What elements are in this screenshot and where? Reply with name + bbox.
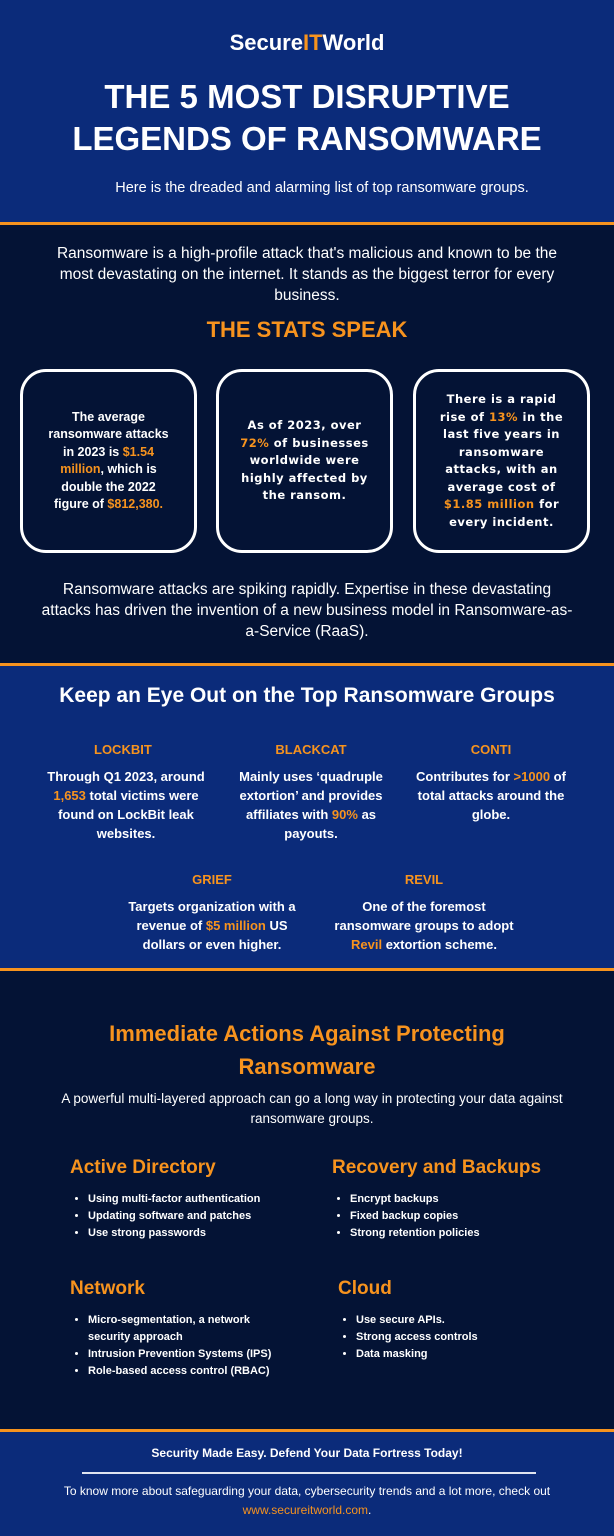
footer: Security Made Easy. Defend Your Data For… bbox=[0, 1432, 614, 1536]
rich-text: Targets organization with a revenue of $… bbox=[122, 897, 302, 954]
divider bbox=[0, 968, 614, 971]
rich-text: Through Q1 2023, around 1,653 total vict… bbox=[36, 767, 216, 843]
group-blackcat: BLACKCAT Mainly uses ‘quadruple extortion… bbox=[221, 742, 401, 843]
rich-text: The average ransomware attacks in 2023 i… bbox=[43, 409, 174, 514]
stat-card: As of 2023, over 72% of businesses world… bbox=[216, 369, 393, 553]
rich-text: Mainly uses ‘quadruple extortion’ and pr… bbox=[221, 767, 401, 843]
list-item: Role-based access control (RBAC) bbox=[88, 1363, 290, 1380]
bullet-list: Micro-segmentation, a network security a… bbox=[70, 1312, 290, 1380]
group-grief: GRIEF Targets organization with a revenue… bbox=[122, 872, 302, 954]
text-segment: Through Q1 2023, around bbox=[47, 769, 205, 784]
groups-heading: Keep an Eye Out on the Top Ransomware Gr… bbox=[59, 684, 555, 707]
text-segment: US dollars or even higher. bbox=[142, 918, 288, 952]
stat-card: The average ransomware attacks in 2023 i… bbox=[20, 369, 197, 553]
text-segment: Contributes for bbox=[416, 769, 514, 784]
block-title: Network bbox=[70, 1278, 145, 1299]
list-item: Use strong passwords bbox=[88, 1225, 310, 1242]
list-item: Encrypt backups bbox=[350, 1191, 572, 1208]
page-title: THE 5 MOST DISRUPTIVE LEGENDS OF RANSOMWA… bbox=[72, 78, 542, 157]
highlight: >1000 bbox=[513, 769, 551, 784]
highlight: $5 million bbox=[205, 918, 266, 933]
rich-text: Contributes for >1000 of total attacks a… bbox=[401, 767, 581, 824]
stats-heading: THE STATS SPEAK bbox=[206, 317, 408, 342]
list-item: Intrusion Prevention Systems (IPS) bbox=[88, 1346, 290, 1363]
group-revil: REVIL One of the foremost ransomware grou… bbox=[334, 872, 514, 954]
block-title: Cloud bbox=[338, 1278, 392, 1299]
group-name: BLACKCAT bbox=[275, 742, 347, 757]
stat-card: There is a rapid rise of 13% in the last… bbox=[413, 369, 590, 553]
text-segment: The average ransomware attacks in 2023 i… bbox=[48, 409, 169, 459]
highlight: Revil bbox=[351, 937, 383, 952]
groups-section: Keep an Eye Out on the Top Ransomware Gr… bbox=[0, 666, 614, 968]
list-item: Updating software and patches bbox=[88, 1208, 310, 1225]
text-segment: as payouts. bbox=[284, 807, 377, 841]
text-segment: , which is double the 2022 figure of bbox=[53, 462, 157, 511]
highlight: $812,380. bbox=[107, 497, 164, 511]
block-cloud: Cloud Use secure APIs.Strong access contr… bbox=[338, 1278, 578, 1363]
block-recovery: Recovery and Backups Encrypt backupsFixed… bbox=[332, 1157, 572, 1242]
group-name: GRIEF bbox=[192, 872, 232, 887]
group-name: CONTI bbox=[470, 742, 512, 757]
text-segment: for every incident. bbox=[449, 497, 560, 529]
block-title: Active Directory bbox=[70, 1157, 216, 1178]
text-segment: As of 2023, over bbox=[247, 418, 362, 433]
text-segment: total victims were found on LockBit leak… bbox=[58, 788, 199, 841]
website-link[interactable]: www.secureitworld.com bbox=[242, 1503, 369, 1517]
highlight: 13% bbox=[489, 409, 519, 424]
list-item: Use secure APIs. bbox=[356, 1312, 578, 1329]
stats-section: Ransomware is a high-profile attack that… bbox=[0, 225, 614, 663]
list-item: Using multi-factor authentication bbox=[88, 1191, 310, 1208]
bullet-list: Using multi-factor authenticationUpdatin… bbox=[70, 1191, 310, 1242]
divider bbox=[0, 222, 614, 225]
rich-text: One of the foremost ransomware groups to… bbox=[334, 897, 514, 954]
actions-heading: Immediate Actions Against Protecting Ran… bbox=[109, 1021, 505, 1079]
text-segment: extortion scheme. bbox=[382, 937, 497, 952]
highlight: $1.54 million bbox=[60, 444, 155, 477]
divider bbox=[0, 663, 614, 666]
actions-section: Immediate Actions Against Protecting Ran… bbox=[0, 971, 614, 1429]
subtitle: Here is the dreaded and alarming list of… bbox=[115, 180, 529, 196]
list-item: Strong retention policies bbox=[350, 1225, 572, 1242]
group-conti: CONTI Contributes for >1000 of total atta… bbox=[401, 742, 581, 824]
rich-text: As of 2023, over 72% of businesses world… bbox=[239, 417, 370, 505]
block-title: Recovery and Backups bbox=[332, 1157, 542, 1178]
intro-text: Ransomware is a high-profile attack that… bbox=[56, 245, 558, 304]
text-segment: One of the foremost ransomware groups to… bbox=[334, 899, 514, 933]
bullet-list: Encrypt backupsFixed backup copiesStrong… bbox=[332, 1191, 572, 1242]
header: SecureITWorld THE 5 MOST DISRUPTIVE LEGEN… bbox=[0, 0, 614, 222]
block-active-directory: Active Directory Using multi-factor authe… bbox=[70, 1157, 310, 1242]
actions-description: A powerful multi-layered approach can go… bbox=[61, 1091, 563, 1126]
highlight: $1.85 million bbox=[443, 497, 535, 511]
rich-text: There is a rapid rise of 13% in the last… bbox=[436, 391, 567, 531]
text-segment: in the last five years in ransomware att… bbox=[443, 409, 564, 494]
outro-text: Ransomware attacks are spiking rapidly. … bbox=[41, 581, 573, 640]
block-network: Network Micro-segmentation, a network sec… bbox=[70, 1278, 290, 1380]
tagline: Security Made Easy. Defend Your Data For… bbox=[151, 1446, 463, 1460]
highlight: 1,653 bbox=[53, 788, 86, 803]
list-item: Strong access controls bbox=[356, 1329, 578, 1346]
footer-text: To know more about safeguarding your dat… bbox=[63, 1484, 551, 1517]
text-segment: Mainly uses ‘quadruple extortion’ and pr… bbox=[239, 769, 383, 822]
text-segment: There is a rapid rise of bbox=[439, 392, 557, 424]
bullet-list: Use secure APIs.Strong access controlsDa… bbox=[338, 1312, 578, 1363]
footer-divider bbox=[82, 1472, 536, 1474]
highlight: 90% bbox=[331, 807, 358, 822]
logo: SecureITWorld bbox=[229, 30, 385, 55]
highlight: 72% bbox=[240, 435, 270, 450]
group-name: REVIL bbox=[404, 872, 444, 887]
list-item: Fixed backup copies bbox=[350, 1208, 572, 1225]
text-segment: Targets organization with a revenue of bbox=[128, 899, 296, 933]
divider bbox=[0, 1429, 614, 1432]
list-item: Data masking bbox=[356, 1346, 578, 1363]
list-item: Micro-segmentation, a network security a… bbox=[88, 1312, 290, 1346]
text-segment: of total attacks around the globe. bbox=[417, 769, 566, 822]
group-lockbit: LOCKBIT Through Q1 2023, around 1,653 tot… bbox=[36, 742, 216, 843]
text-segment: of businesses worldwide were highly affe… bbox=[241, 435, 369, 503]
group-name: LOCKBIT bbox=[94, 742, 152, 757]
